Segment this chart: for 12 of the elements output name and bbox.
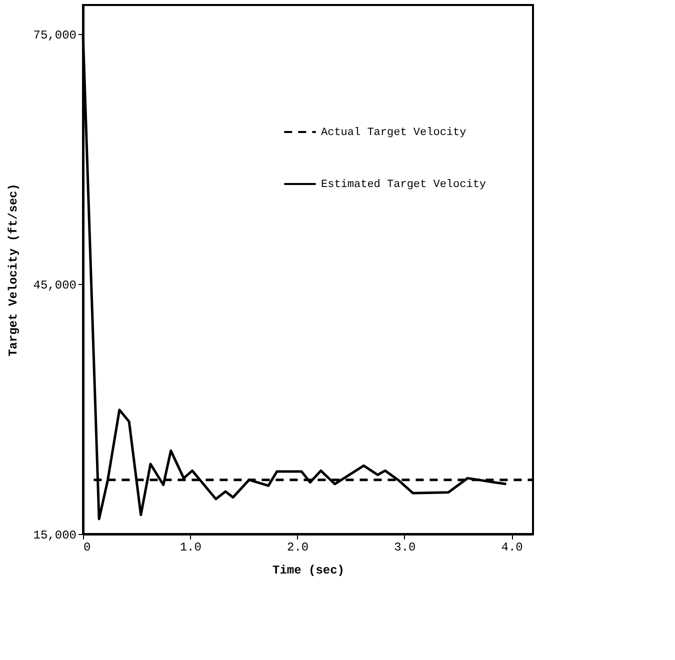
legend-label: Estimated Target Velocity [321, 179, 486, 191]
x-tick-label: 2.0 [286, 540, 309, 554]
x-tick-label: 3.0 [394, 540, 416, 554]
y-axis-title: Target Velocity (ft/sec) [6, 184, 20, 356]
y-tick-label: 45,000 [33, 278, 76, 293]
y-tick-label: 15,000 [33, 528, 76, 542]
legend-label: Actual Target Velocity [321, 127, 467, 139]
y-tick-label: 75,000 [33, 28, 76, 43]
x-tick-label: 4.0 [501, 540, 523, 554]
x-tick-label: 0 [84, 540, 91, 554]
x-tick-label: 1.0 [180, 540, 202, 554]
x-axis-title: Time (sec) [272, 564, 345, 578]
